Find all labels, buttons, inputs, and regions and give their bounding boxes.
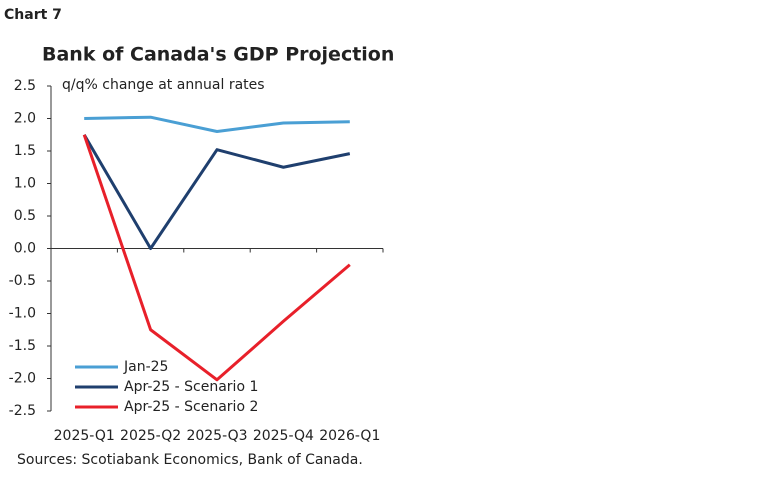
y-axis-label: q/q% change at annual rates <box>62 77 265 93</box>
x-tick-label: 2025-Q3 <box>186 428 247 444</box>
chart-number: Chart 7 <box>4 7 62 23</box>
y-tick-label: 2.5 <box>14 78 36 94</box>
x-tick-label: 2025-Q2 <box>120 428 181 444</box>
chart-title: Bank of Canada's GDP Projection <box>42 44 394 66</box>
legend-label: Apr-25 - Scenario 2 <box>124 399 258 415</box>
series-line <box>84 115 350 133</box>
x-tick-label: 2026-Q1 <box>319 428 380 444</box>
source-note: Sources: Scotiabank Economics, Bank of C… <box>17 452 363 468</box>
series-line <box>82 133 351 250</box>
x-tick-label: 2025-Q1 <box>54 428 115 444</box>
y-tick-label: -0.5 <box>9 273 36 289</box>
legend-label: Apr-25 - Scenario 1 <box>124 379 258 395</box>
y-tick-label: 0.0 <box>14 241 36 257</box>
y-tick-label: 1.5 <box>14 143 36 159</box>
legend-label: Jan-25 <box>123 359 168 375</box>
y-tick-label: -1.5 <box>9 338 36 354</box>
y-tick-label: -1.0 <box>9 306 36 322</box>
y-tick-label: 0.5 <box>14 208 36 224</box>
y-tick-label: 2.0 <box>14 111 36 127</box>
y-tick-label: -2.0 <box>9 371 36 387</box>
series-line <box>82 134 351 382</box>
y-tick-label: -2.5 <box>9 403 36 419</box>
y-tick-label: 1.0 <box>14 176 36 192</box>
x-tick-label: 2025-Q4 <box>253 428 314 444</box>
